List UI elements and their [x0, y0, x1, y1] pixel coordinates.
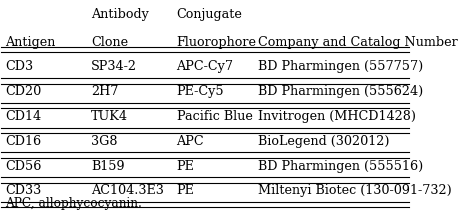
Text: CD56: CD56 — [6, 160, 42, 172]
Text: BD Pharmingen (555624): BD Pharmingen (555624) — [258, 85, 423, 98]
Text: Clone: Clone — [91, 36, 128, 49]
Text: Antibody: Antibody — [91, 8, 149, 21]
Text: TUK4: TUK4 — [91, 110, 128, 123]
Text: BD Pharmingen (555516): BD Pharmingen (555516) — [258, 160, 423, 172]
Text: PE-Cy5: PE-Cy5 — [177, 85, 224, 98]
Text: Fluorophore: Fluorophore — [177, 36, 256, 49]
Text: Antigen: Antigen — [6, 36, 56, 49]
Text: CD16: CD16 — [6, 135, 42, 148]
Text: BD Pharmingen (557757): BD Pharmingen (557757) — [258, 61, 423, 73]
Text: CD20: CD20 — [6, 85, 42, 98]
Text: Company and Catalog Number: Company and Catalog Number — [258, 36, 458, 49]
Text: APC, allophycocyanin.: APC, allophycocyanin. — [6, 197, 142, 210]
Text: CD33: CD33 — [6, 184, 42, 197]
Text: APC-Cy7: APC-Cy7 — [177, 61, 234, 73]
Text: AC104.3E3: AC104.3E3 — [91, 184, 164, 197]
Text: APC: APC — [177, 135, 204, 148]
Text: 2H7: 2H7 — [91, 85, 118, 98]
Text: Pacific Blue: Pacific Blue — [177, 110, 253, 123]
Text: SP34-2: SP34-2 — [91, 61, 137, 73]
Text: Conjugate: Conjugate — [177, 8, 242, 21]
Text: BioLegend (302012): BioLegend (302012) — [258, 135, 390, 148]
Text: B159: B159 — [91, 160, 125, 172]
Text: 3G8: 3G8 — [91, 135, 118, 148]
Text: CD14: CD14 — [6, 110, 42, 123]
Text: Invitrogen (MHCD1428): Invitrogen (MHCD1428) — [258, 110, 416, 123]
Text: CD3: CD3 — [6, 61, 34, 73]
Text: PE: PE — [177, 184, 194, 197]
Text: Miltenyi Biotec (130-091-732): Miltenyi Biotec (130-091-732) — [258, 184, 452, 197]
Text: PE: PE — [177, 160, 194, 172]
